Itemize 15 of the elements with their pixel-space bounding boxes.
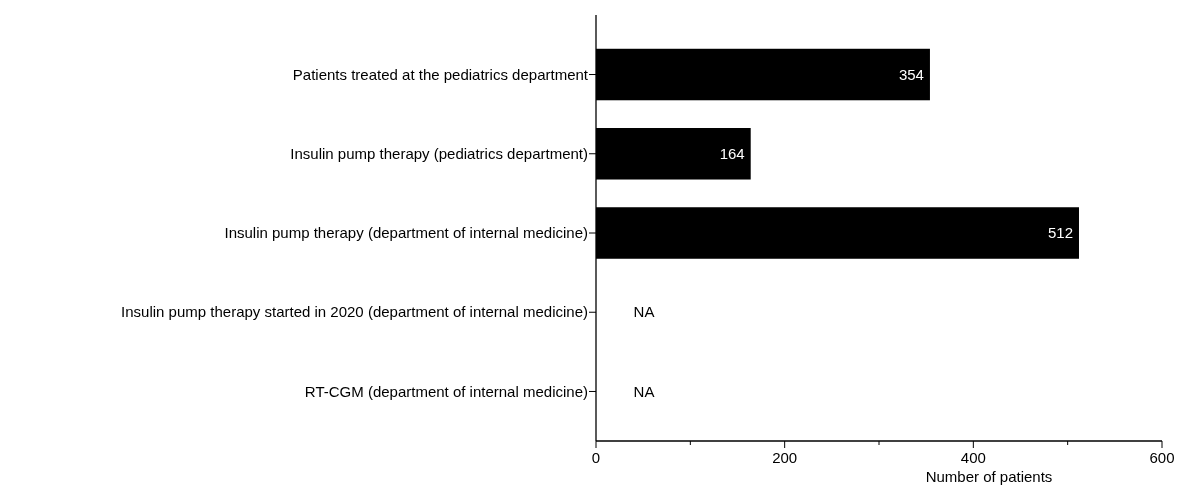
text: NA (633, 382, 655, 400)
x-axis-title: Number of patients (925, 468, 1053, 485)
x-tick-label: 400 (960, 449, 986, 466)
x-tick-label: 200 (772, 449, 798, 466)
data-label: 512 (1047, 224, 1073, 242)
text: NA (633, 303, 655, 321)
data-label: 164 (719, 145, 745, 163)
x-tick-label: 600 (1149, 449, 1175, 466)
y-tick-label: Insulin pump therapy (department of internal medicine) (224, 224, 588, 242)
y-tick-label: Patients treated at the pediatrics department (292, 65, 589, 83)
data-label: 354 (898, 65, 924, 83)
y-tick-label: Insulin pump therapy started in 2020 (department of internal medicine) (121, 303, 588, 321)
y-tick-label: RT-CGM (department of internal medicine) (304, 382, 588, 400)
x-tick-label: 0 (591, 449, 601, 466)
y-tick-label: Insulin pump therapy (pediatrics department) (290, 145, 588, 163)
